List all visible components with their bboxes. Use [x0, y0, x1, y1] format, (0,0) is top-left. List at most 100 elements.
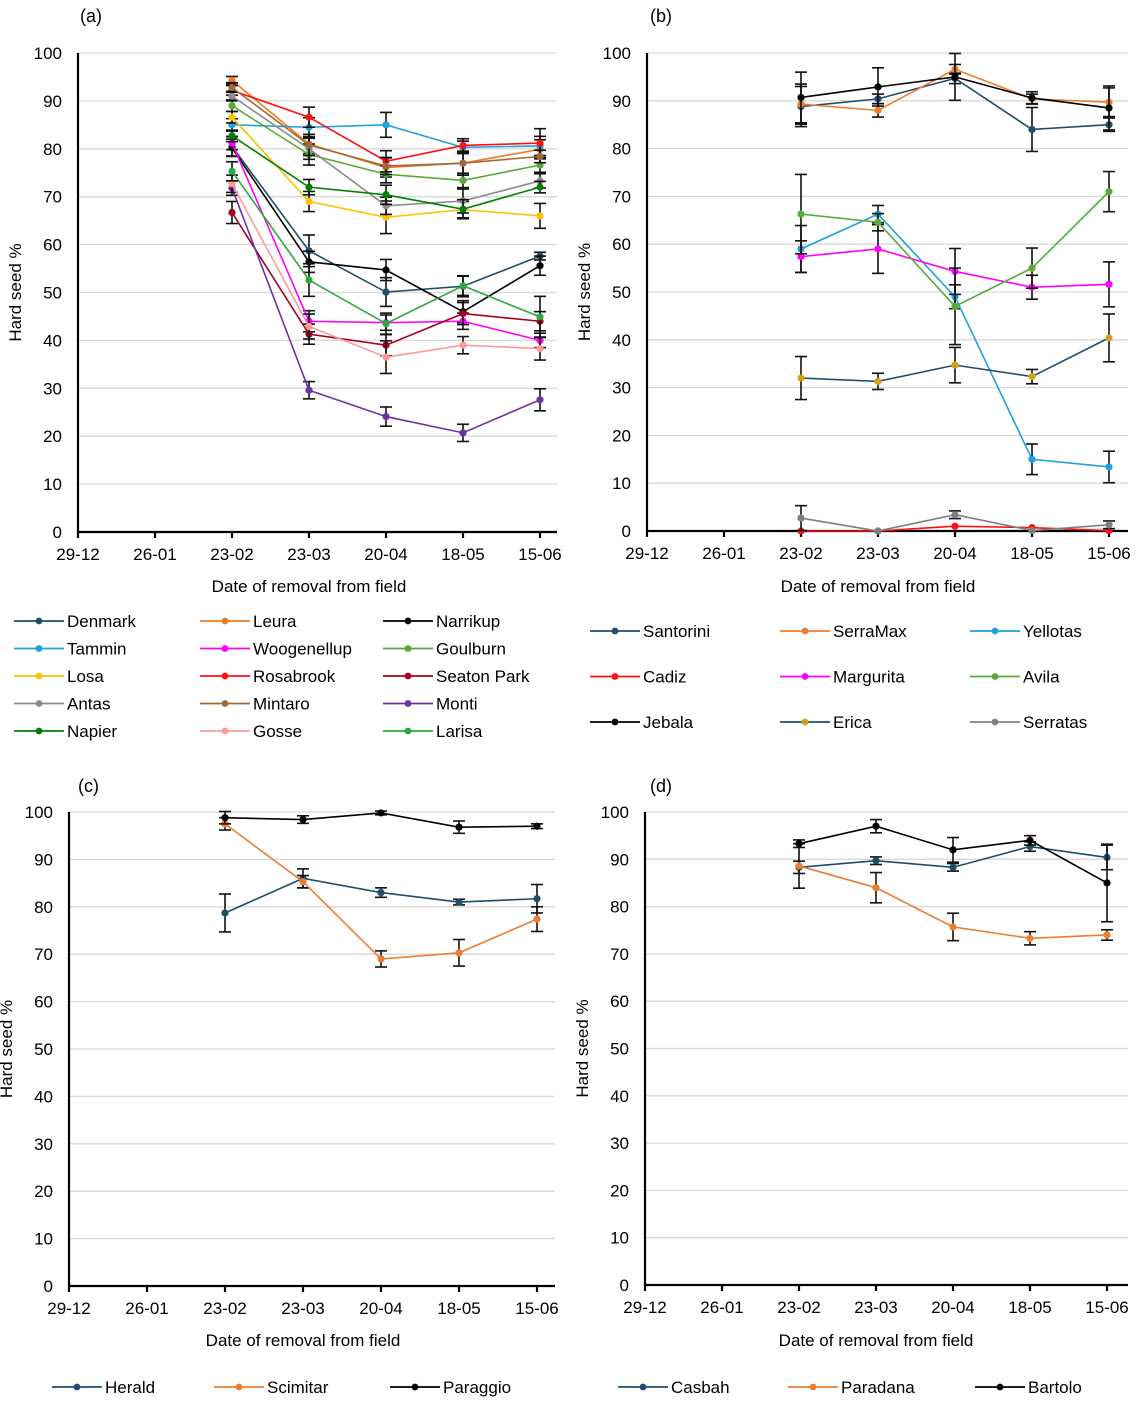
data-point — [459, 205, 467, 213]
legend-item: Goulburn — [383, 640, 506, 659]
legend-swatch-marker — [991, 673, 999, 680]
legend-swatch-marker — [404, 727, 412, 735]
y-tick-label: 40 — [612, 331, 631, 350]
data-point — [1028, 526, 1036, 535]
series-jebala — [795, 52, 1115, 131]
data-point — [536, 212, 544, 220]
legend-swatch-marker — [404, 700, 412, 707]
data-point — [382, 191, 390, 199]
data-point — [872, 857, 880, 865]
legend-swatch-marker — [404, 617, 412, 625]
data-point — [874, 527, 882, 535]
y-tick-label: 60 — [610, 992, 629, 1011]
y-tick-label: 10 — [610, 1229, 629, 1248]
data-point — [533, 915, 541, 923]
legend-swatch-marker — [611, 627, 619, 635]
legend-swatch-marker — [221, 700, 229, 707]
data-point — [228, 208, 236, 217]
panel-b: (b) 0 10 20 30 40 50 60 70 80 90 100 29-12 26-01 23-02… — [575, 6, 1131, 732]
x-axis-title: Date of removal from field — [779, 1331, 974, 1350]
x-tick-label: 26-01 — [125, 1299, 168, 1318]
data-point — [536, 313, 544, 321]
data-point — [536, 262, 544, 270]
legend-label: Scimitar — [267, 1378, 329, 1397]
legend-swatch-marker — [991, 627, 999, 635]
legend-item: Serratas — [970, 713, 1087, 732]
y-tick-label: 90 — [610, 850, 629, 869]
legend-item: SerraMax — [780, 622, 907, 641]
legend-item: Monti — [383, 695, 478, 714]
legend-item: Gosse — [200, 722, 302, 741]
y-tick-label: 100 — [25, 803, 53, 822]
data-point — [872, 884, 880, 892]
data-point — [951, 302, 959, 310]
data-point — [536, 396, 544, 404]
x-tick-label: 23-02 — [203, 1299, 246, 1318]
legend-swatch-marker — [639, 1383, 647, 1391]
data-point — [382, 162, 390, 170]
legend-swatch-marker — [221, 672, 229, 680]
panel-label: (d) — [650, 776, 672, 796]
legend-swatch-marker — [404, 672, 412, 680]
legend-swatch-marker — [35, 617, 43, 625]
x-tick-label: 15-06 — [1085, 1298, 1128, 1317]
data-point — [228, 167, 236, 175]
legend-label: Goulburn — [436, 640, 506, 659]
y-tick-label: 60 — [34, 993, 53, 1012]
y-tick-label: 60 — [43, 236, 62, 255]
legend-swatch-marker — [35, 700, 43, 707]
legend-label: SerraMax — [833, 622, 907, 641]
legend-item: Leura — [200, 612, 297, 631]
legend-item: Narrikup — [383, 612, 500, 631]
x-tick-label: 20-04 — [359, 1299, 402, 1318]
y-tick-label: 40 — [610, 1087, 629, 1106]
legend-item: Mintaro — [200, 695, 310, 714]
data-point — [1028, 94, 1036, 102]
data-point — [382, 288, 390, 296]
panel-label: (a) — [80, 6, 102, 26]
data-point — [1105, 463, 1113, 471]
y-tick-label: 30 — [610, 1134, 629, 1153]
y-tick-label: 70 — [43, 188, 62, 207]
legend-item: Avila — [970, 668, 1060, 687]
data-point — [305, 183, 313, 191]
data-point — [1105, 334, 1113, 342]
legend-swatch-marker — [809, 1383, 817, 1391]
data-point — [459, 141, 467, 150]
y-tick-label: 20 — [610, 1181, 629, 1200]
legend-item: Napier — [14, 722, 117, 741]
series-serratas — [795, 504, 1115, 535]
legend-label: Losa — [67, 667, 104, 686]
data-point — [455, 823, 463, 831]
x-tick-label: 26-01 — [700, 1298, 743, 1317]
series-napier — [226, 129, 546, 220]
legend-item: Losa — [14, 667, 104, 686]
legend-swatch-marker — [221, 617, 229, 625]
y-tick-label: 20 — [34, 1182, 53, 1201]
data-point — [1028, 264, 1036, 272]
y-tick-label: 0 — [44, 1277, 53, 1296]
legend-label: Paradana — [841, 1378, 915, 1397]
legend-label: Rosabrook — [253, 667, 336, 686]
data-point — [536, 152, 544, 161]
x-tick-label: 18-05 — [1010, 544, 1053, 563]
legend-item: Herald — [52, 1378, 155, 1397]
data-point — [951, 361, 959, 369]
legend-swatch-marker — [996, 1383, 1004, 1391]
x-tick-label: 20-04 — [931, 1298, 974, 1317]
data-point — [951, 522, 959, 530]
data-point — [228, 113, 236, 121]
y-tick-label: 40 — [43, 331, 62, 350]
legend-swatch-marker — [801, 627, 809, 635]
series-larisa — [226, 160, 546, 339]
legend-label: Narrikup — [436, 612, 500, 631]
series-mintaro — [226, 81, 546, 176]
data-point — [536, 344, 544, 353]
legend-label: Avila — [1023, 668, 1060, 687]
data-point — [305, 386, 313, 394]
panel-c: (c) 0 10 20 30 40 50 60 70 80 90 100 29-12 26-01 23-02… — [0, 776, 559, 1397]
y-tick-label: 90 — [34, 850, 53, 869]
legend-label: Bartolo — [1028, 1378, 1082, 1397]
y-tick-label: 10 — [34, 1230, 53, 1249]
y-tick-label: 20 — [612, 426, 631, 445]
